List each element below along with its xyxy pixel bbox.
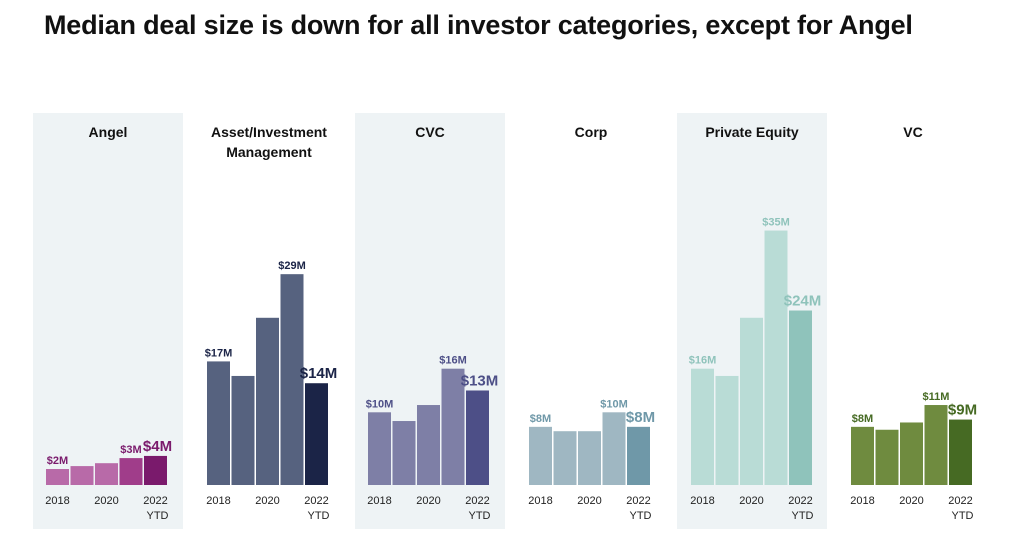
data-label-corp-2022-ytd: $8M bbox=[626, 409, 655, 426]
bar-corp-2018 bbox=[529, 426, 552, 485]
data-label-angel-2018: $2M bbox=[47, 455, 68, 467]
bar-private-equity-2019 bbox=[715, 375, 739, 485]
panel-title-private-equity: Private Equity bbox=[705, 124, 799, 140]
data-label-asset-investment-management-2018: $17M bbox=[205, 347, 233, 359]
data-label-vc-2022-ytd: $9M bbox=[948, 402, 977, 419]
tick-label-asset-investment-management-4: YTD bbox=[308, 510, 330, 522]
tick-label-vc-4: YTD bbox=[952, 510, 974, 522]
bar-cvc-2019 bbox=[392, 421, 416, 485]
tick-label-angel-4: YTD bbox=[147, 510, 169, 522]
data-label-private-equity-2018: $16M bbox=[689, 355, 717, 367]
bar-vc-2021 bbox=[924, 405, 948, 485]
panel-title-asset-management: Asset/Investment Management bbox=[211, 124, 327, 160]
tick-label-cvc-4: YTD bbox=[469, 510, 491, 522]
bar-angel-2021 bbox=[119, 458, 143, 485]
tick-label-cvc-3: 2022 bbox=[465, 495, 489, 507]
panel-title-angel: Angel bbox=[88, 124, 128, 140]
tick-label-angel-1: 2018 bbox=[45, 495, 69, 507]
tick-label-corp-3: 2022 bbox=[626, 495, 650, 507]
bar-corp-2022-ytd bbox=[627, 426, 650, 485]
tick-label-corp-2: 2020 bbox=[577, 495, 601, 507]
data-label-angel-2021: $3M bbox=[120, 444, 141, 456]
data-label-angel-2022-ytd: $4M bbox=[143, 438, 172, 455]
tick-label-private-equity-3: 2022 bbox=[788, 495, 812, 507]
bar-angel-2022-ytd bbox=[144, 455, 167, 485]
tick-label-cvc-2: 2020 bbox=[416, 495, 440, 507]
data-label-asset-investment-management-2022-ytd: $14M bbox=[300, 365, 338, 382]
data-label-cvc-2021: $16M bbox=[439, 355, 467, 367]
bar-vc-2022-ytd bbox=[949, 419, 972, 485]
tick-label-private-equity-4: YTD bbox=[792, 510, 814, 522]
data-label-private-equity-2022-ytd: $24M bbox=[784, 293, 822, 310]
tick-label-corp-4: YTD bbox=[630, 510, 652, 522]
bar-corp-2020 bbox=[578, 431, 601, 485]
tick-label-private-equity-2: 2020 bbox=[739, 495, 763, 507]
data-label-corp-2021: $10M bbox=[600, 398, 628, 410]
data-label-cvc-2022-ytd: $13M bbox=[461, 372, 499, 389]
data-label-vc-2021: $11M bbox=[923, 391, 950, 403]
bar-angel-2020 bbox=[95, 463, 118, 485]
bar-asset-investment-management-2018 bbox=[207, 361, 230, 485]
panel-title-cvc: CVC bbox=[415, 124, 445, 140]
data-label-cvc-2018: $10M bbox=[366, 398, 394, 410]
bar-vc-2019 bbox=[875, 429, 899, 485]
bar-private-equity-2022-ytd bbox=[789, 310, 812, 485]
tick-label-angel-2: 2020 bbox=[94, 495, 118, 507]
panel-title-corp: Corp bbox=[574, 124, 608, 140]
bar-private-equity-2021 bbox=[764, 230, 788, 485]
tick-label-corp-1: 2018 bbox=[528, 495, 552, 507]
bar-private-equity-2020 bbox=[740, 317, 763, 485]
bar-asset-investment-management-2020 bbox=[256, 317, 279, 485]
data-label-corp-2018: $8M bbox=[530, 413, 551, 425]
bar-cvc-2022-ytd bbox=[466, 390, 489, 485]
chart-title: Median deal size is down for all investo… bbox=[44, 10, 913, 40]
bar-asset-investment-management-2022-ytd bbox=[305, 383, 328, 485]
data-label-vc-2018: $8M bbox=[852, 413, 873, 425]
data-label-asset-investment-management-2021: $29M bbox=[278, 260, 306, 272]
bar-angel-2018 bbox=[46, 469, 69, 485]
bar-corp-2021 bbox=[602, 412, 626, 485]
panel-title-vc: VC bbox=[903, 124, 923, 140]
bar-angel-2019 bbox=[70, 466, 94, 485]
bar-vc-2020 bbox=[900, 422, 923, 485]
tick-label-vc-1: 2018 bbox=[850, 495, 874, 507]
bar-asset-investment-management-2021 bbox=[280, 274, 304, 485]
bar-cvc-2021 bbox=[441, 368, 465, 485]
tick-label-angel-3: 2022 bbox=[143, 495, 167, 507]
bar-cvc-2018 bbox=[368, 412, 391, 485]
data-label-private-equity-2021: $35M bbox=[762, 217, 790, 229]
bar-corp-2019 bbox=[553, 431, 577, 485]
tick-label-asset-investment-management-1: 2018 bbox=[206, 495, 230, 507]
tick-label-private-equity-1: 2018 bbox=[690, 495, 714, 507]
bar-cvc-2020 bbox=[417, 405, 440, 485]
bar-asset-investment-management-2019 bbox=[231, 375, 255, 485]
bar-private-equity-2018 bbox=[691, 368, 714, 485]
tick-label-asset-investment-management-2: 2020 bbox=[255, 495, 279, 507]
tick-label-vc-2: 2020 bbox=[899, 495, 923, 507]
tick-label-cvc-1: 2018 bbox=[367, 495, 391, 507]
tick-label-asset-investment-management-3: 2022 bbox=[304, 495, 328, 507]
bar-vc-2018 bbox=[851, 426, 874, 485]
tick-label-vc-3: 2022 bbox=[948, 495, 972, 507]
